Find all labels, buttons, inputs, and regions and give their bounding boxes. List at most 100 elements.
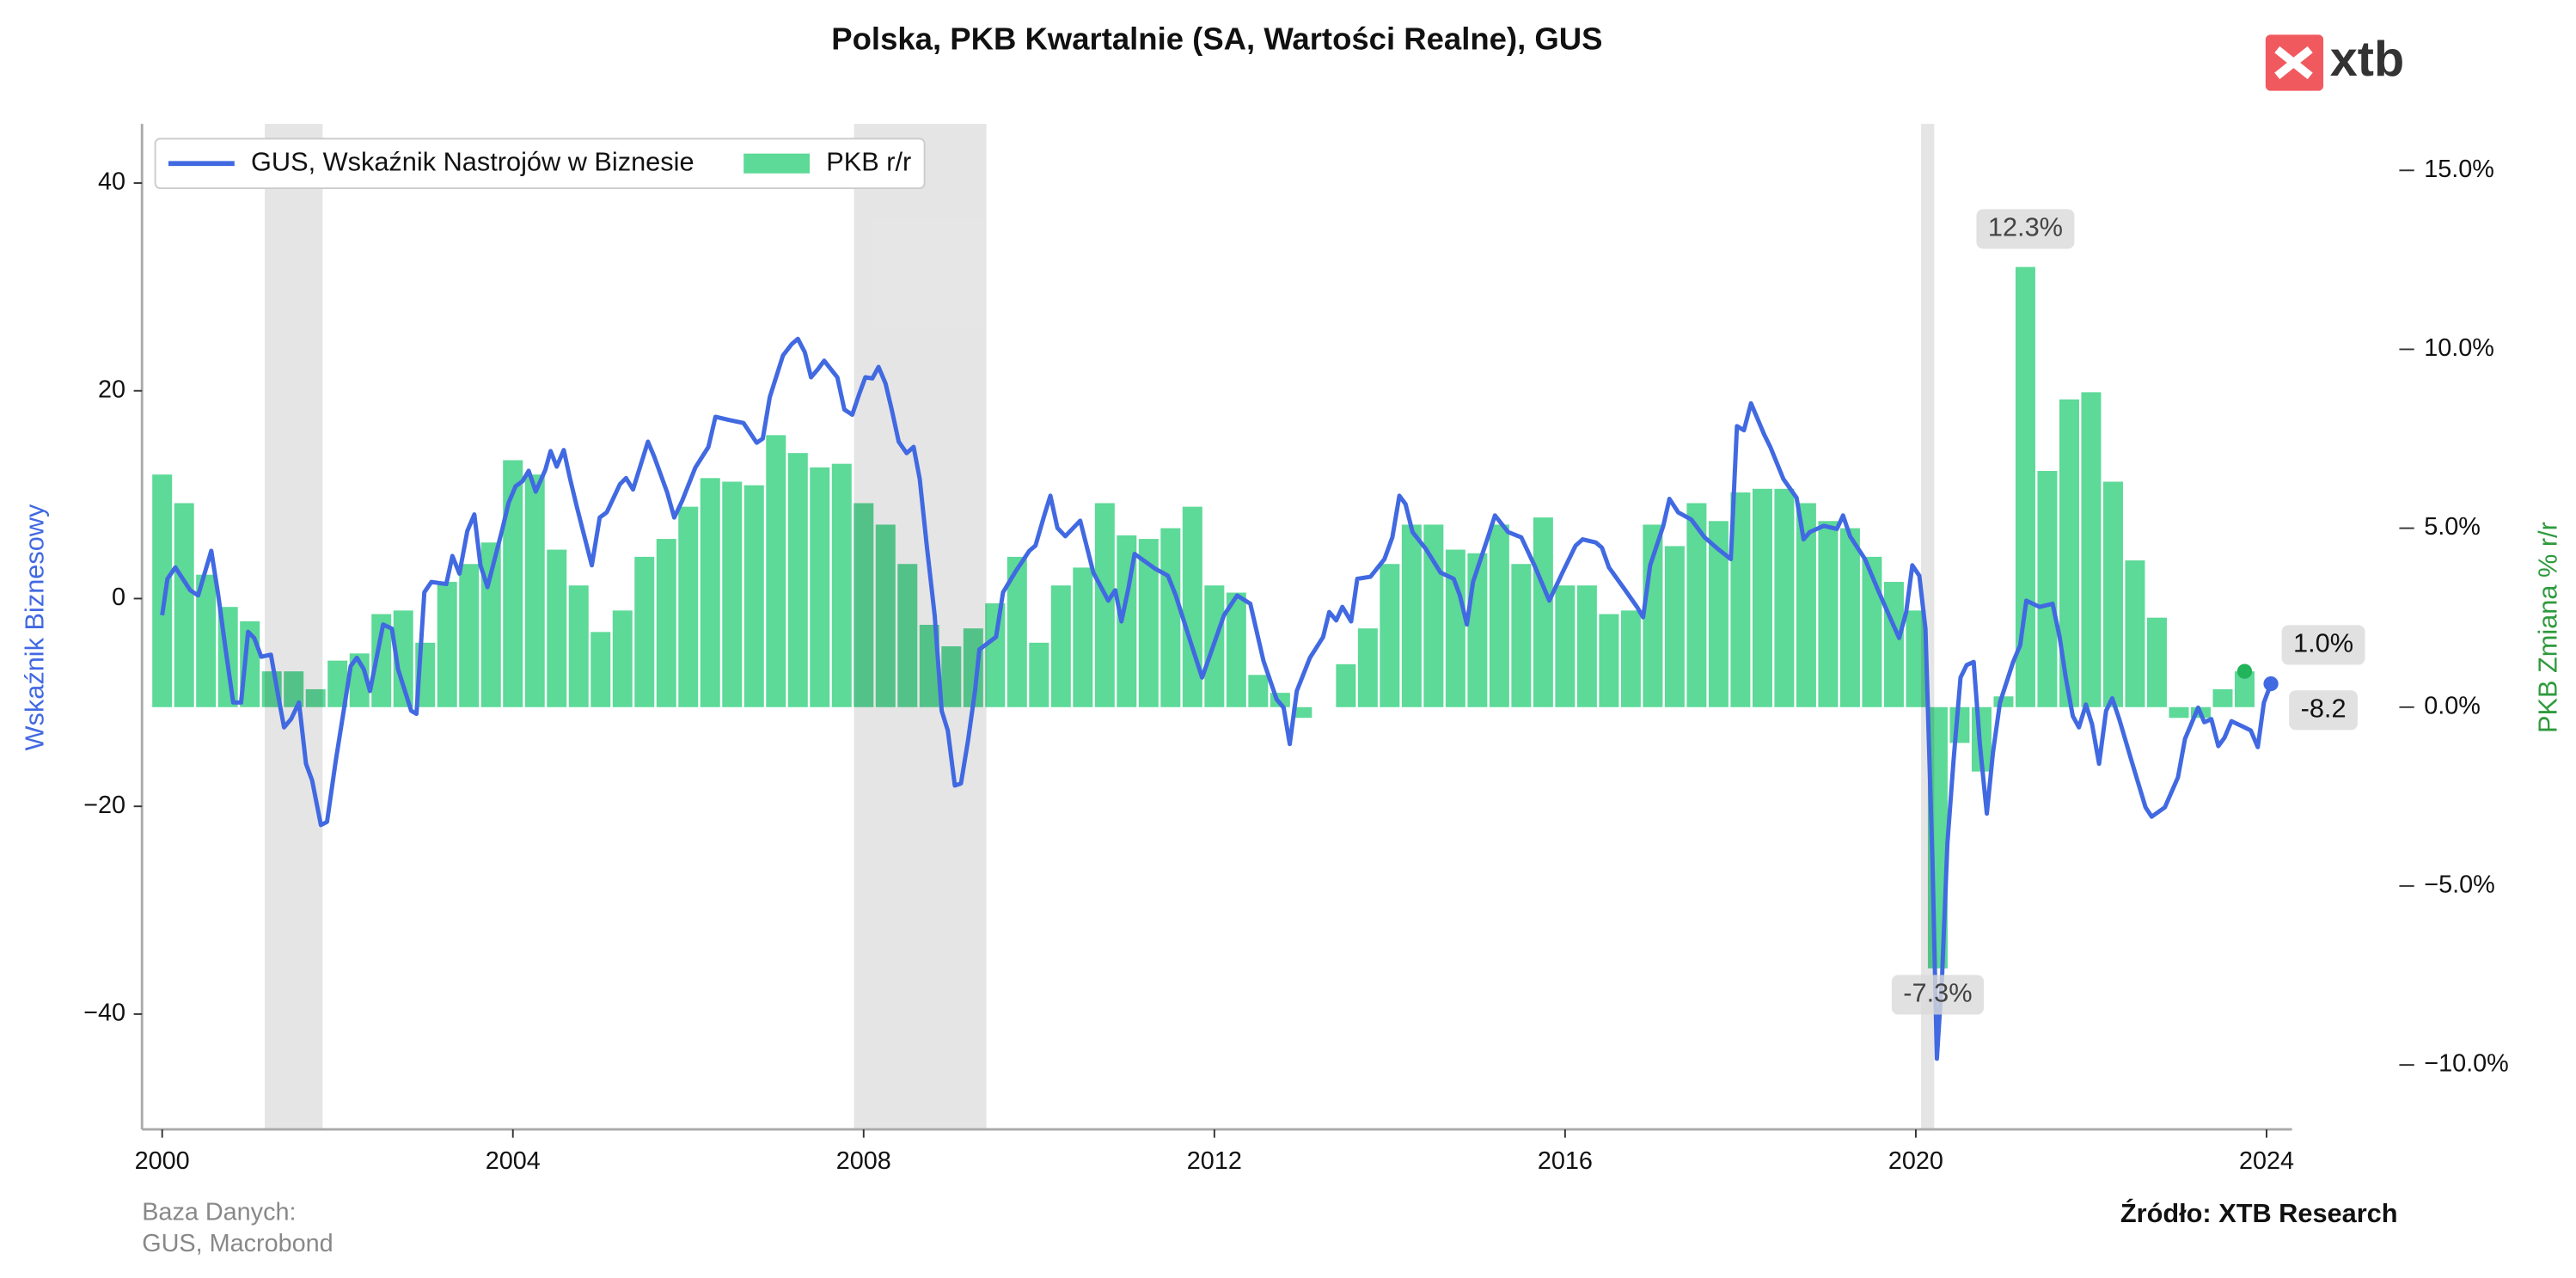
y2-axis-label: PKB Zmiana % r/r bbox=[2532, 522, 2562, 733]
bar bbox=[678, 506, 699, 707]
end-point bbox=[2263, 676, 2279, 692]
bar bbox=[568, 585, 589, 707]
bar bbox=[196, 574, 217, 707]
bar bbox=[766, 435, 786, 707]
annotation-box bbox=[1976, 209, 2075, 249]
bar bbox=[1467, 553, 1488, 707]
annotation: 1.0% bbox=[2281, 625, 2365, 665]
bar bbox=[1533, 517, 1553, 707]
bar bbox=[305, 688, 326, 707]
bar bbox=[284, 671, 304, 707]
bar bbox=[1796, 503, 1816, 707]
y-tick-label: 40 bbox=[98, 168, 125, 196]
bar bbox=[1336, 663, 1356, 707]
bar bbox=[1686, 503, 1707, 707]
y2-tick-label: 5.0% bbox=[2424, 513, 2481, 541]
x-tick-label: 2024 bbox=[2239, 1147, 2294, 1175]
y-tick-label: −20 bbox=[83, 792, 125, 819]
line bbox=[160, 336, 2273, 1061]
bar bbox=[2102, 481, 2123, 707]
y-tick-label: 0 bbox=[112, 584, 125, 611]
end-point bbox=[2236, 663, 2253, 679]
x-tick-label: 2008 bbox=[836, 1147, 891, 1175]
legend-frame bbox=[154, 138, 926, 189]
bar bbox=[985, 603, 1006, 707]
bar bbox=[590, 632, 611, 707]
bar bbox=[941, 645, 962, 707]
bar bbox=[810, 467, 830, 707]
bar bbox=[1511, 564, 1532, 707]
annotation-box bbox=[2281, 625, 2365, 665]
y2-tick-label: −10.0% bbox=[2424, 1050, 2508, 1078]
bar bbox=[459, 564, 480, 707]
bar bbox=[1818, 521, 1839, 707]
bar bbox=[2015, 266, 2035, 707]
bar bbox=[1248, 675, 1269, 707]
logo-text: xtb bbox=[2330, 32, 2404, 87]
bar bbox=[743, 485, 764, 707]
bar bbox=[1620, 610, 1641, 707]
x-tick-label: 2004 bbox=[486, 1147, 541, 1175]
bar bbox=[1862, 556, 1882, 707]
source-note: GUS, Macrobond bbox=[142, 1230, 333, 1257]
bar bbox=[1839, 528, 1860, 707]
bar bbox=[1380, 564, 1400, 707]
bar bbox=[1401, 524, 1422, 707]
annotation-label: 12.3% bbox=[1988, 212, 2063, 242]
legend-swatch bbox=[743, 153, 811, 174]
annotation: -8.2 bbox=[2289, 690, 2358, 731]
bar bbox=[1730, 492, 1751, 707]
bar bbox=[897, 564, 918, 707]
bar bbox=[875, 524, 896, 707]
bar bbox=[2234, 671, 2255, 707]
bar bbox=[1906, 610, 1926, 707]
bar bbox=[722, 481, 743, 707]
bar bbox=[1007, 556, 1027, 707]
bar bbox=[656, 539, 676, 707]
bar bbox=[2146, 617, 2167, 707]
bar bbox=[1182, 506, 1202, 707]
bar bbox=[2059, 399, 2079, 707]
bar bbox=[787, 453, 808, 707]
bar bbox=[831, 463, 852, 707]
bar bbox=[152, 474, 173, 707]
bar bbox=[1029, 642, 1049, 707]
bar bbox=[854, 503, 874, 707]
bar bbox=[1883, 582, 1904, 707]
bar bbox=[2169, 706, 2189, 718]
bar bbox=[2212, 688, 2233, 707]
bar bbox=[393, 610, 413, 707]
bar bbox=[1555, 585, 1576, 707]
bar bbox=[919, 625, 939, 707]
bar bbox=[1576, 585, 1597, 707]
bar bbox=[1094, 503, 1115, 707]
shaded-range bbox=[265, 124, 323, 1130]
bar bbox=[1160, 528, 1181, 707]
bar bbox=[1226, 592, 1246, 707]
bar bbox=[1752, 488, 1772, 707]
shaded-range bbox=[854, 124, 987, 1130]
y2-tick-label: 10.0% bbox=[2424, 334, 2494, 362]
bar bbox=[1073, 567, 1093, 707]
source: Źródło: XTB Research bbox=[2120, 1198, 2398, 1228]
annotation-box bbox=[2289, 690, 2358, 731]
annotation: -7.3% bbox=[1891, 975, 1985, 1015]
bar bbox=[700, 478, 720, 707]
y2-tick-label: −5.0% bbox=[2424, 871, 2494, 899]
bar bbox=[524, 474, 545, 707]
bar bbox=[1708, 521, 1729, 707]
legend: GUS, Wskaźnik Nastrojów w Biznesie PKB r/… bbox=[154, 138, 926, 189]
bar bbox=[437, 582, 457, 707]
logo-x bbox=[2274, 46, 2313, 80]
bar bbox=[1292, 706, 1312, 718]
bar bbox=[2037, 470, 2058, 707]
y-axis-label: Wskaźnik Biznesowy bbox=[19, 504, 49, 750]
source-note: Baza Danych: bbox=[142, 1199, 296, 1226]
x-tick-label: 2000 bbox=[135, 1147, 190, 1175]
y-tick-label: 20 bbox=[98, 376, 125, 403]
y2-tick-label: 0.0% bbox=[2424, 692, 2481, 719]
bar bbox=[1138, 539, 1159, 707]
bar bbox=[1445, 549, 1465, 707]
bar bbox=[1599, 614, 1619, 707]
y-tick-label: −40 bbox=[83, 1000, 125, 1027]
